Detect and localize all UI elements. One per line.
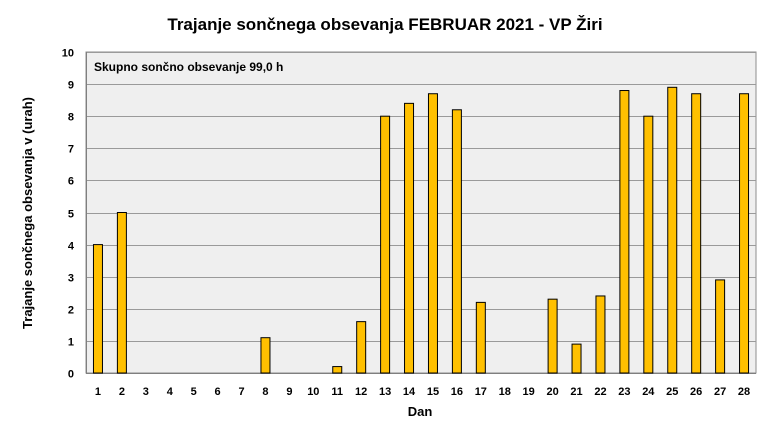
y-tick-label: 4 [68,241,75,253]
x-tick-label: 26 [690,386,702,398]
x-tick-label: 1 [95,386,101,398]
x-tick-label: 2 [119,386,125,398]
bar [619,90,630,374]
x-tick-label: 24 [642,386,655,398]
x-axis-label: Dan [408,404,433,419]
bar [332,366,343,374]
bar [260,337,271,374]
x-tick-label: 4 [167,386,174,398]
x-tick-label: 25 [666,386,678,398]
y-tick-label: 0 [68,369,74,381]
bar [427,93,438,374]
x-tick-label: 8 [262,386,268,398]
bar [451,109,462,374]
bar [92,244,103,374]
bar [571,343,582,374]
x-tick-label: 18 [499,386,511,398]
bar [595,295,606,374]
y-tick-label: 3 [68,273,74,285]
x-tick-label: 14 [403,386,416,398]
y-tick-label: 7 [68,144,74,156]
bar [667,86,678,374]
bar [116,212,127,374]
x-tick-label: 19 [523,386,535,398]
bar [475,301,486,374]
x-tick-label: 22 [594,386,606,398]
x-tick-label: 10 [307,386,319,398]
bar [404,102,415,374]
y-tick-label: 6 [68,176,74,188]
x-tick-label: 20 [546,386,558,398]
y-tick-label: 9 [68,80,74,92]
x-tick-label: 17 [475,386,487,398]
x-tick-label: 28 [738,386,750,398]
bar [643,115,654,374]
x-tick-label: 11 [331,386,343,398]
x-tick-label: 5 [191,386,197,398]
y-tick-label: 10 [62,48,74,60]
y-axis-label: Trajanje sončnega obsevanja v (urah) [20,97,35,329]
bar [356,321,367,374]
y-tick-label: 2 [68,305,74,317]
x-tick-label: 13 [379,386,391,398]
plot-background [85,51,757,374]
chart-title: Trajanje sončnega obsevanja FEBRUAR 2021… [167,15,602,34]
x-tick-label: 21 [570,386,582,398]
x-tick-label: 27 [714,386,726,398]
total-sunshine-annotation: Skupno sončno obsevanje 99,0 h [94,60,283,74]
x-tick-label: 12 [355,386,367,398]
bar [547,298,558,374]
x-tick-label: 3 [143,386,149,398]
bar [380,115,391,374]
x-tick-label: 23 [618,386,630,398]
x-tick-label: 9 [286,386,292,398]
x-tick-label: 7 [238,386,244,398]
bar [691,93,702,374]
x-tick-label: 15 [427,386,439,398]
bar [739,93,750,374]
x-tick-label: 6 [215,386,221,398]
y-tick-label: 1 [68,337,74,349]
y-tick-label: 8 [68,112,74,124]
y-tick-label: 5 [68,209,74,221]
bar [715,279,726,374]
x-tick-label: 16 [451,386,463,398]
